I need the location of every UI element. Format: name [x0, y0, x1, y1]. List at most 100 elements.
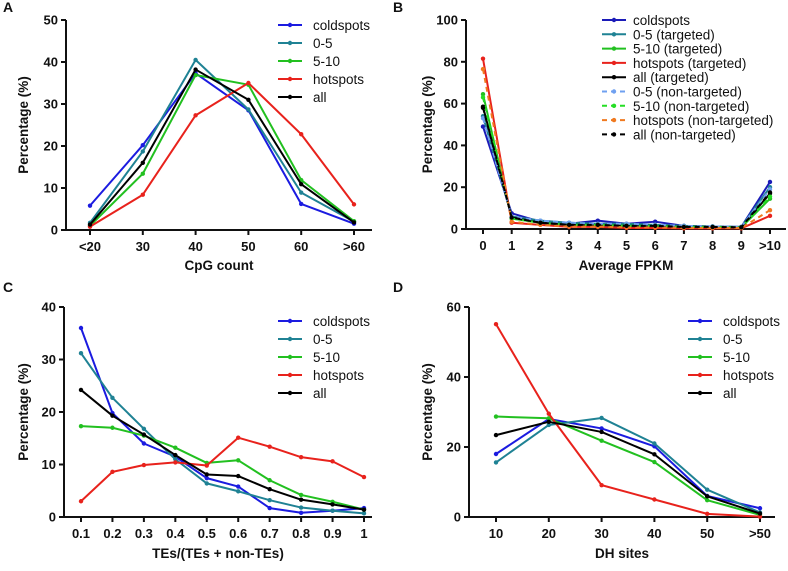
data-point — [299, 182, 304, 187]
x-tick-label: 5 — [623, 238, 630, 253]
x-axis-title: CpG count — [185, 258, 254, 273]
panel-label: A — [3, 0, 13, 15]
data-point — [173, 460, 178, 465]
legend-marker — [287, 354, 293, 360]
series-0-5 — [493, 415, 763, 515]
y-tick-label: 40 — [44, 55, 58, 70]
legend-marker — [287, 318, 293, 324]
data-point — [78, 423, 84, 429]
data-point — [624, 223, 629, 229]
data-point — [87, 203, 93, 208]
legend-item: 5-10 — [688, 350, 750, 365]
data-point — [299, 190, 304, 195]
legend-item: 0-5 (targeted) — [602, 27, 715, 42]
data-point — [236, 489, 241, 494]
y-tick-label: 60 — [447, 300, 461, 315]
series-all — [87, 67, 357, 227]
data-point — [599, 429, 604, 435]
data-point — [767, 187, 773, 192]
series-line — [80, 352, 365, 515]
data-point — [705, 494, 710, 499]
data-point — [173, 445, 178, 450]
data-point — [140, 142, 145, 148]
series-line — [89, 82, 355, 228]
data-point — [110, 469, 115, 475]
y-tick-label: 20 — [42, 405, 56, 420]
y-tick-label: 30 — [44, 97, 58, 112]
data-point — [140, 160, 145, 165]
series-coldspots — [78, 325, 367, 515]
legend-label: 5-10 — [313, 54, 340, 69]
data-point — [480, 66, 486, 72]
series-hotspots-targeted- — [480, 56, 773, 231]
x-tick-label: 20 — [542, 526, 556, 541]
x-tick-label: 50 — [241, 239, 255, 254]
x-tick-label: 1 — [508, 238, 515, 253]
legend-label: 5-10 — [313, 350, 340, 365]
legend-label: 5-10 — [723, 350, 750, 365]
data-point — [267, 486, 272, 492]
data-point — [204, 481, 209, 486]
x-tick-label: 0.3 — [135, 526, 153, 541]
data-point — [767, 179, 773, 185]
data-point — [739, 225, 744, 230]
legend-item: hotspots — [278, 72, 364, 87]
legend-label: hotspots (non-targeted) — [633, 113, 773, 128]
legend-item: all — [278, 386, 327, 401]
legend-marker — [611, 103, 617, 109]
legend-label: 0-5 — [723, 332, 743, 347]
y-tick-label: 10 — [42, 457, 56, 472]
data-point — [298, 497, 304, 502]
data-point — [599, 415, 604, 421]
data-point — [705, 511, 710, 517]
data-point — [480, 116, 486, 121]
legend-label: 5-10 (non-targeted) — [633, 99, 749, 114]
x-tick-label: 0.7 — [261, 526, 279, 541]
series-hotspots — [493, 321, 763, 519]
legend-item: coldspots — [602, 13, 690, 28]
legend-marker — [287, 390, 293, 396]
data-point — [299, 132, 304, 137]
legend-item: 5-10 (targeted) — [602, 42, 722, 57]
panel-b: B 0 20 40 60 80 100 0 1 2 3 4 5 6 7 8 9 >10 Average FPKM Pe… — [393, 0, 786, 273]
legend-label: all — [313, 90, 327, 105]
data-point — [193, 67, 198, 72]
x-tick-label: 40 — [647, 526, 661, 541]
legend-item: 0-5 — [688, 332, 743, 347]
series-line — [80, 436, 365, 502]
y-axis-title: Percentage (%) — [16, 363, 31, 461]
data-point — [330, 502, 335, 507]
y-tick-label: 0 — [451, 222, 458, 237]
series-line — [80, 327, 365, 514]
series-5-10 — [78, 423, 367, 512]
legend-marker — [287, 22, 293, 28]
panel-label: C — [3, 279, 13, 295]
data-point — [173, 457, 178, 462]
data-point — [78, 325, 84, 331]
data-point — [267, 498, 272, 503]
data-point — [480, 91, 486, 97]
x-axis-title: Average FPKM — [579, 258, 674, 273]
y-tick-label: 20 — [447, 440, 461, 455]
data-point — [361, 511, 367, 516]
legend-marker — [611, 46, 617, 51]
y-tick-label: 30 — [42, 352, 56, 367]
legend-item: 5-10 — [278, 350, 340, 365]
data-point — [480, 124, 486, 129]
x-tick-label: 1 — [360, 526, 367, 541]
legend-item: hotspots (targeted) — [602, 56, 746, 71]
data-point — [140, 171, 145, 176]
x-tick-label: 4 — [594, 238, 602, 253]
data-point — [653, 219, 658, 224]
series-all — [78, 387, 367, 512]
data-point — [546, 422, 551, 428]
legend-item: all — [278, 90, 327, 105]
legend-label: all — [723, 386, 737, 401]
data-point — [140, 192, 145, 197]
legend-label: all — [313, 386, 327, 401]
data-point — [361, 507, 367, 512]
data-point — [595, 218, 600, 223]
x-tick-label: >60 — [343, 239, 365, 254]
data-point — [546, 411, 551, 416]
data-point — [493, 414, 499, 419]
